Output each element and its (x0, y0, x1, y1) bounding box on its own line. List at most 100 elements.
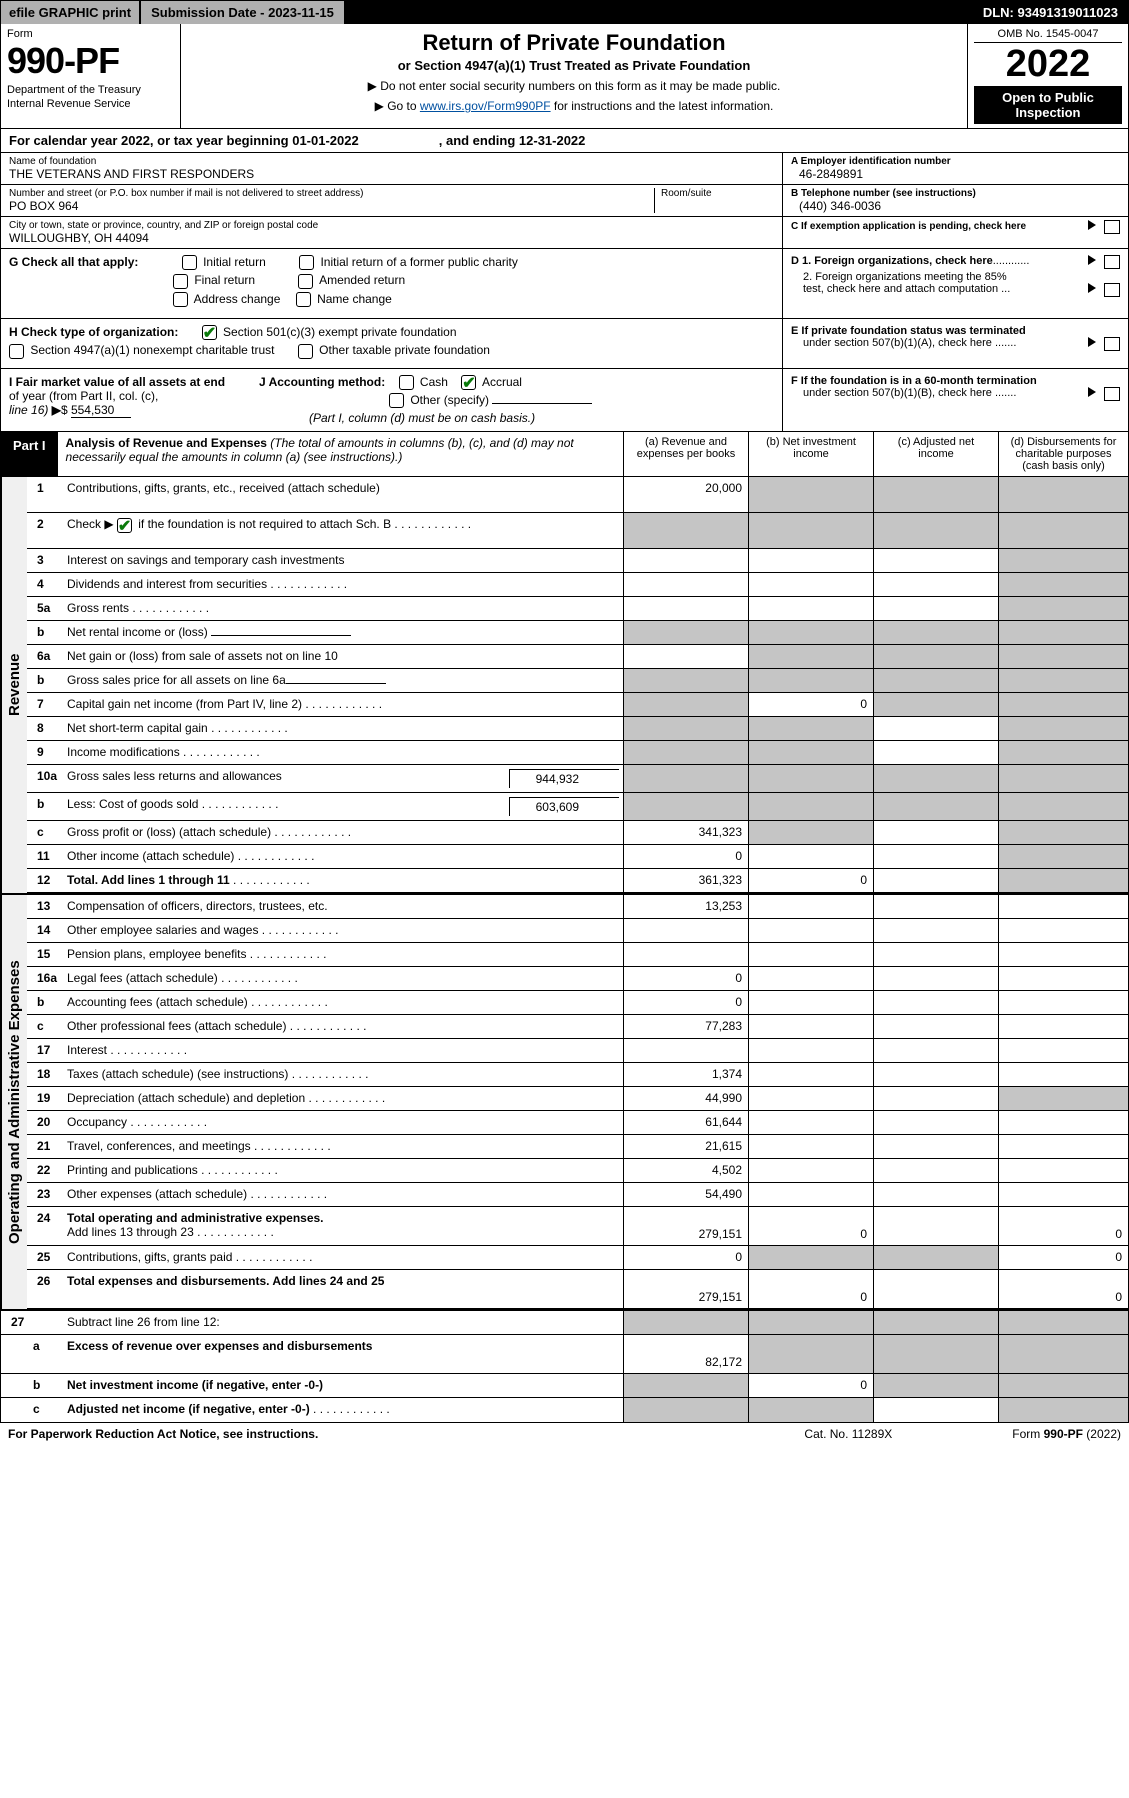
cb-other-taxable[interactable] (298, 344, 313, 359)
cb-accrual[interactable] (461, 375, 476, 390)
row-4: 4Dividends and interest from securities (27, 573, 1128, 597)
phone-cell: B Telephone number (see instructions) (4… (783, 185, 1128, 217)
f1: F If the foundation is in a 60-month ter… (791, 375, 1037, 387)
g-o2: Initial return of a former public charit… (320, 255, 517, 269)
city-label: City or town, state or province, country… (9, 220, 774, 231)
form-label: Form (7, 28, 174, 40)
f-checkbox[interactable] (1104, 387, 1120, 401)
g-o4: Amended return (319, 273, 405, 287)
j-note: (Part I, column (d) must be on cash basi… (309, 411, 535, 425)
part1-title: Analysis of Revenue and Expenses (66, 436, 267, 450)
row-21: 21Travel, conferences, and meetings21,61… (27, 1135, 1128, 1159)
ij-f-section: I Fair market value of all assets at end… (1, 369, 1128, 433)
address: PO BOX 964 (9, 199, 654, 213)
e2: under section 507(b)(1)(A), check here .… (791, 337, 1016, 349)
row-14: 14Other employee salaries and wages (27, 919, 1128, 943)
row-2: 2Check ▶ if the foundation is not requir… (27, 513, 1128, 549)
submission-date: Submission Date - 2023-11-15 (139, 1, 344, 24)
row-7: 7Capital gain net income (from Part IV, … (27, 693, 1128, 717)
j-accrual: Accrual (482, 375, 522, 389)
row-16b: bAccounting fees (attach schedule)0 (27, 991, 1128, 1015)
h-section: H Check type of organization: Section 50… (1, 319, 783, 368)
d1-line: D 1. Foreign organizations, check here..… (791, 255, 1120, 267)
row-16a: 16aLegal fees (attach schedule)0 (27, 967, 1128, 991)
row-25: 25Contributions, gifts, grants paid00 (27, 1246, 1128, 1270)
row-11: 11Other income (attach schedule)0 (27, 845, 1128, 869)
row-26: 26Total expenses and disbursements. Add … (27, 1270, 1128, 1309)
d1-checkbox[interactable] (1104, 255, 1120, 269)
h-label: H Check type of organization: (9, 325, 178, 339)
cal-text: For calendar year 2022, or tax year begi… (9, 133, 359, 148)
cb-address-change[interactable] (173, 292, 188, 307)
form-title: Return of Private Foundation (191, 30, 957, 56)
dept-treasury: Department of the Treasury (7, 84, 174, 96)
g-o5: Address change (194, 292, 281, 306)
f-arrow-icon (1088, 387, 1096, 397)
form-number: 990-PF (7, 40, 174, 82)
cb-final-return[interactable] (173, 274, 188, 289)
row-1: 1Contributions, gifts, grants, etc., rec… (27, 477, 1128, 513)
d2-checkbox[interactable] (1104, 283, 1120, 297)
cb-other-method[interactable] (389, 393, 404, 408)
expense-rows: 13Compensation of officers, directors, t… (27, 895, 1128, 1309)
row-8: 8Net short-term capital gain (27, 717, 1128, 741)
addr-label: Number and street (or P.O. box number if… (9, 188, 654, 199)
form-header: Form 990-PF Department of the Treasury I… (1, 24, 1128, 129)
row-27-block: 27Subtract line 26 from line 12: aExcess… (1, 1309, 1128, 1422)
cb-501c3[interactable] (202, 325, 217, 340)
g-section: G Check all that apply: Initial return I… (1, 249, 783, 318)
f-line: F If the foundation is in a 60-month ter… (791, 375, 1120, 399)
part1-label: Part I (1, 432, 58, 476)
cb-initial-return[interactable] (182, 255, 197, 270)
exemption-cell: C If exemption application is pending, c… (783, 217, 1128, 242)
room-label: Room/suite (661, 188, 774, 199)
d2-arrow-icon (1088, 283, 1096, 293)
cb-name-change[interactable] (296, 292, 311, 307)
note2-link[interactable]: www.irs.gov/Form990PF (420, 99, 551, 113)
cb-initial-former[interactable] (299, 255, 314, 270)
expenses-side-label: Operating and Administrative Expenses (1, 895, 27, 1309)
g-label: G Check all that apply: (9, 255, 138, 269)
d2-line: 2. Foreign organizations meeting the 85%… (791, 271, 1120, 295)
d2b: test, check here and attach computation … (803, 283, 1010, 295)
e-arrow-icon (1088, 337, 1096, 347)
d1-arrow-icon (1088, 255, 1096, 265)
row-5b: bNet rental income or (loss) (27, 621, 1128, 645)
ein-label: A Employer identification number (791, 156, 1120, 167)
info-block: Name of foundation THE VETERANS AND FIRS… (1, 153, 1128, 249)
g-o6: Name change (317, 292, 392, 306)
g-o1: Initial return (203, 255, 266, 269)
page-footer: For Paperwork Reduction Act Notice, see … (0, 1423, 1129, 1445)
foundation-name: THE VETERANS AND FIRST RESPONDERS (9, 167, 774, 181)
row-27a: aExcess of revenue over expenses and dis… (1, 1335, 1128, 1374)
cb-amended[interactable] (298, 274, 313, 289)
h-o3: Other taxable private foundation (319, 343, 490, 357)
c-checkbox[interactable] (1104, 220, 1120, 234)
e-section: E If private foundation status was termi… (783, 319, 1128, 368)
e-checkbox[interactable] (1104, 337, 1120, 351)
e-line: E If private foundation status was termi… (791, 325, 1120, 349)
row-24: 24Total operating and administrative exp… (27, 1207, 1128, 1246)
col-d-header: (d) Disbursements for charitable purpose… (998, 432, 1128, 476)
cb-cash[interactable] (399, 375, 414, 390)
row-12: 12Total. Add lines 1 through 11361,3230 (27, 869, 1128, 893)
calendar-year-row: For calendar year 2022, or tax year begi… (1, 129, 1128, 153)
form-note2: ▶ Go to www.irs.gov/Form990PF for instru… (191, 99, 957, 113)
g-d-section: G Check all that apply: Initial return I… (1, 249, 1128, 319)
cb-sch-b[interactable] (117, 518, 132, 533)
open1: Open to Public (976, 90, 1120, 105)
i-label: I Fair market value of all assets at end (9, 375, 225, 389)
row-10b: bLess: Cost of goods sold603,609 (27, 793, 1128, 821)
header-left: Form 990-PF Department of the Treasury I… (1, 24, 181, 128)
d2a: 2. Foreign organizations meeting the 85% (803, 271, 1007, 283)
cb-4947[interactable] (9, 344, 24, 359)
row-9: 9Income modifications (27, 741, 1128, 765)
row-27b: bNet investment income (if negative, ent… (1, 1374, 1128, 1398)
omb-number: OMB No. 1545-0047 (974, 28, 1122, 43)
g-o3: Final return (194, 273, 255, 287)
col-a-header: (a) Revenue and expenses per books (623, 432, 748, 476)
row-19: 19Depreciation (attach schedule) and dep… (27, 1087, 1128, 1111)
h-o2: Section 4947(a)(1) nonexempt charitable … (30, 343, 274, 357)
revenue-side-label: Revenue (1, 477, 27, 893)
row-6a: 6aNet gain or (loss) from sale of assets… (27, 645, 1128, 669)
